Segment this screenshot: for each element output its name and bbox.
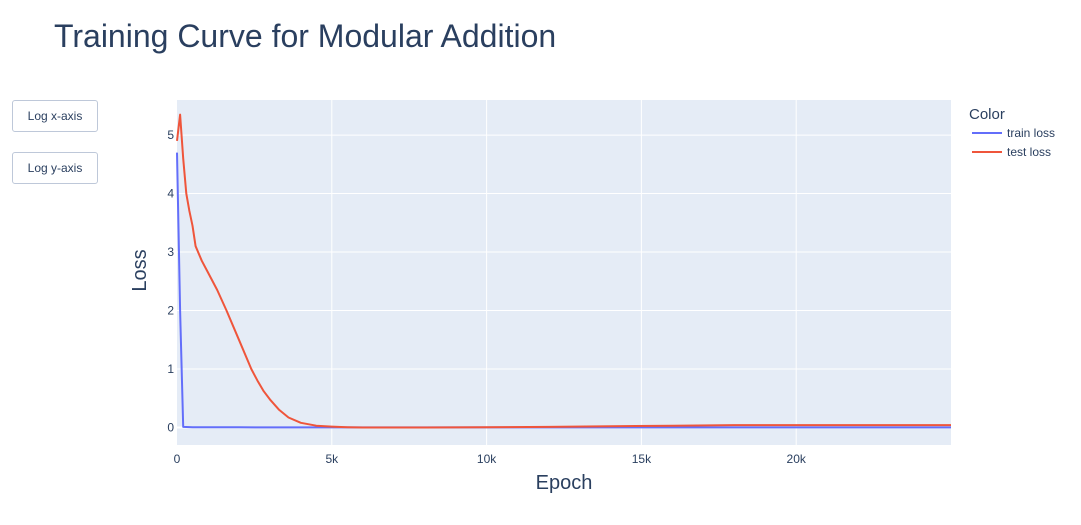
x-tick-label: 15k [632, 452, 652, 466]
log-y-axis-button[interactable]: Log y-axis [12, 152, 98, 184]
legend-title: Color [969, 106, 1005, 123]
plot-area [177, 100, 951, 445]
y-axis-ticks: 0 1 2 3 4 5 [167, 128, 174, 434]
legend-item-train-loss[interactable]: train loss [972, 126, 1055, 140]
x-tick-label: 0 [174, 452, 181, 466]
legend[interactable]: Color train loss test loss [969, 106, 1055, 159]
y-tick-label: 3 [167, 245, 174, 259]
grid-lines [177, 100, 951, 445]
series-lines [176, 113, 951, 429]
y-tick-label: 5 [167, 128, 174, 142]
x-tick-label: 10k [477, 452, 497, 466]
chart-title: Training Curve for Modular Addition [54, 18, 557, 54]
y-tick-label: 4 [167, 187, 174, 201]
test-loss-line[interactable] [176, 113, 951, 429]
x-tick-label: 20k [787, 452, 807, 466]
train-loss-line[interactable] [176, 152, 951, 429]
log-x-axis-button[interactable]: Log x-axis [12, 100, 98, 132]
x-axis-ticks: 0 5k 10k 15k 20k [174, 452, 807, 466]
y-tick-label: 2 [167, 304, 174, 318]
legend-item-test-loss[interactable]: test loss [972, 145, 1051, 159]
x-axis-title: Epoch [536, 472, 593, 494]
y-axis-title: Loss [129, 249, 151, 291]
y-tick-label: 0 [167, 420, 174, 434]
legend-label: train loss [1007, 126, 1055, 140]
legend-label: test loss [1007, 145, 1051, 159]
y-tick-label: 1 [167, 362, 174, 376]
x-tick-label: 5k [325, 452, 339, 466]
